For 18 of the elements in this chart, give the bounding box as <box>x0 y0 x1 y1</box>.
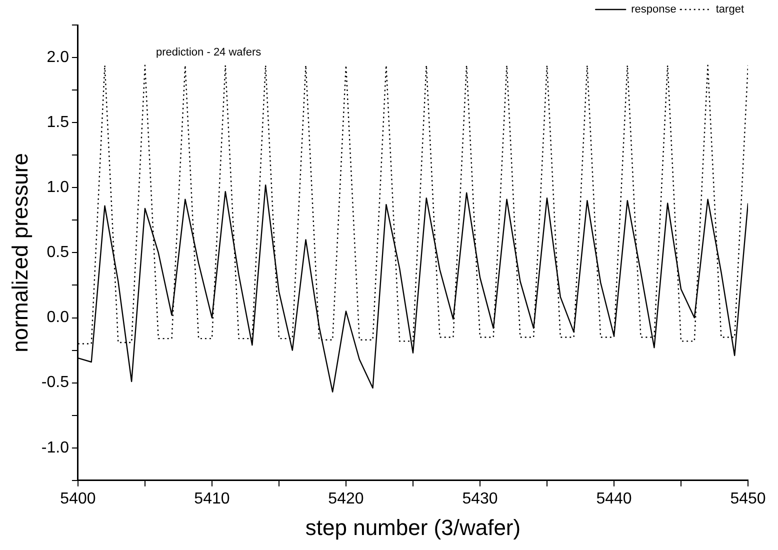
y-tick-label: 1.5 <box>46 114 70 131</box>
y-axis-title: normalized pressure <box>7 153 32 352</box>
y-tick-label: -1.0 <box>41 439 70 456</box>
y-tick-label: -0.5 <box>41 374 70 392</box>
y-tick-label: 0.5 <box>46 244 70 262</box>
x-tick-label: 5430 <box>462 490 498 508</box>
x-axis-title: step number (3/wafer) <box>305 514 521 540</box>
legend-label: target <box>716 4 744 16</box>
annotation: prediction - 24 wafers <box>156 46 262 59</box>
x-tick-label: 5410 <box>194 490 230 508</box>
x-tick-label: 5450 <box>730 490 766 508</box>
legend-label: response <box>631 4 676 16</box>
x-tick-label: 5440 <box>596 490 632 508</box>
y-tick-label: 0.0 <box>46 309 70 326</box>
x-tick-label: 5420 <box>328 490 364 508</box>
x-tick-label: 5400 <box>60 490 96 508</box>
y-tick-label: 2.0 <box>46 48 70 66</box>
y-tick-label: 1.0 <box>46 179 70 196</box>
